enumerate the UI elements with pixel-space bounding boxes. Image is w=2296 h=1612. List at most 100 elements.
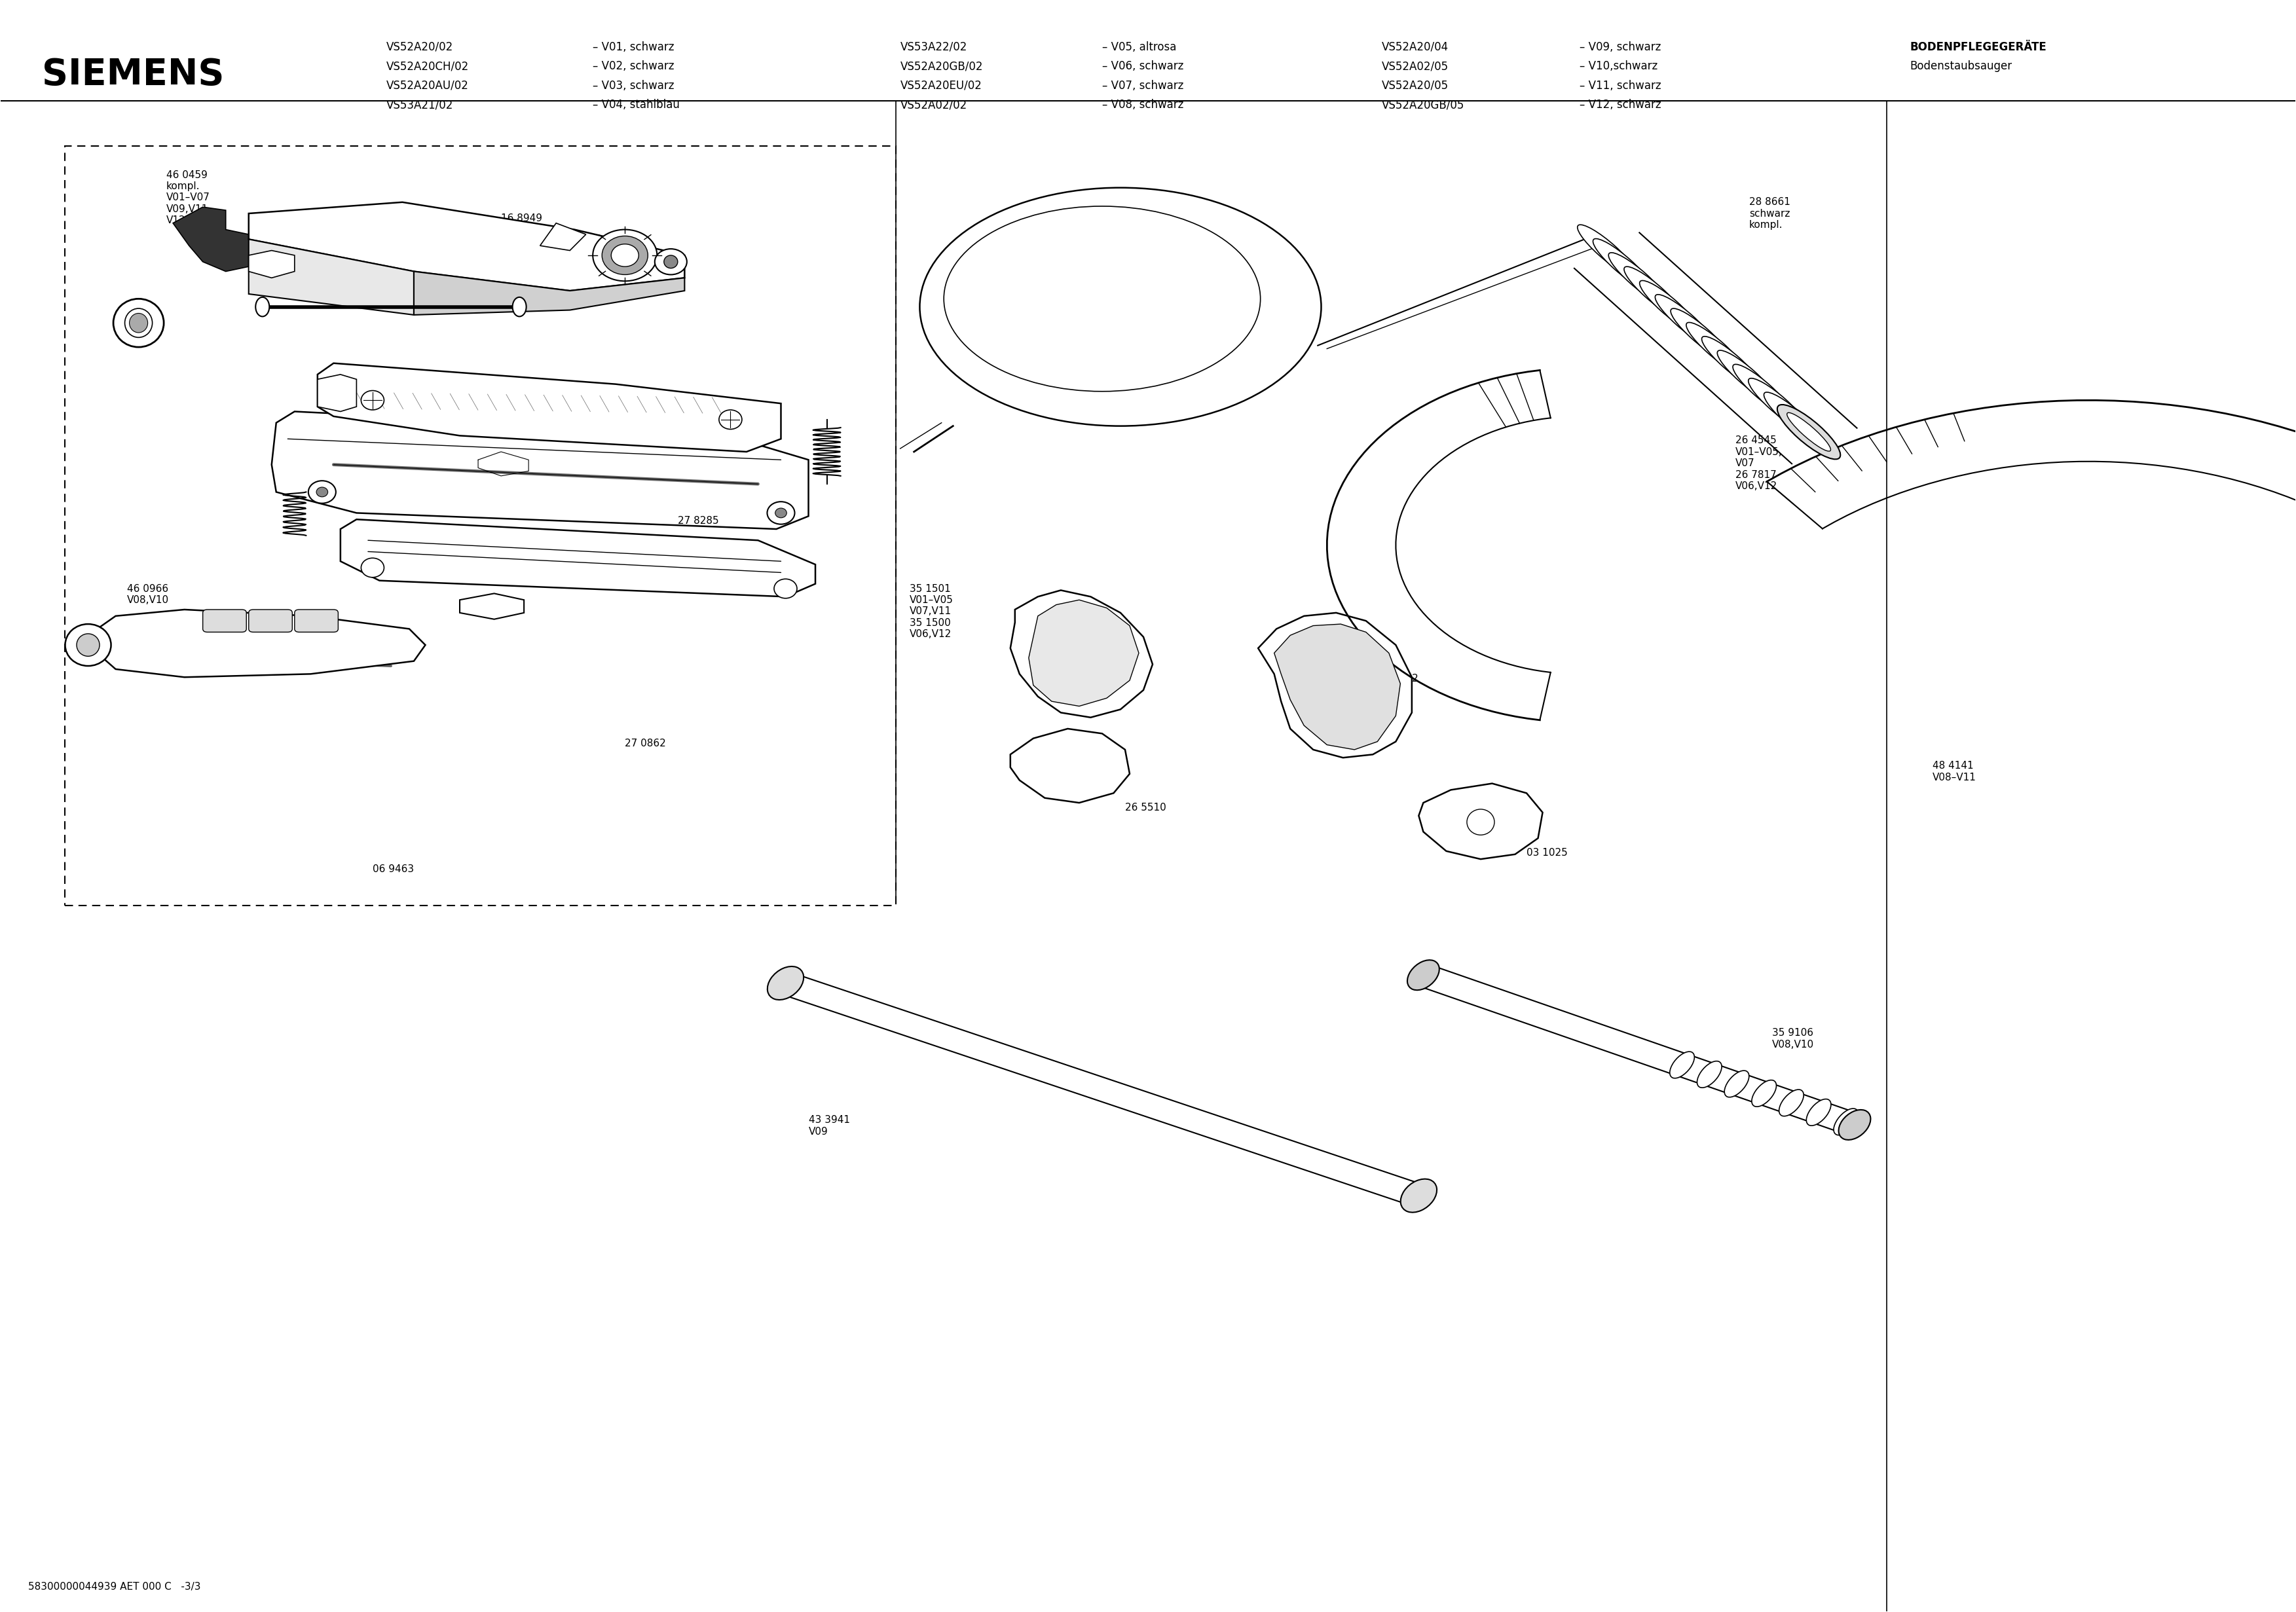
Text: 27 8285: 27 8285	[677, 516, 719, 526]
Ellipse shape	[776, 508, 788, 517]
Text: VS52A20GB/05: VS52A20GB/05	[1382, 98, 1465, 111]
FancyBboxPatch shape	[248, 609, 292, 632]
Text: 03 1025: 03 1025	[1527, 848, 1568, 858]
Text: 35 9106
V08,V10: 35 9106 V08,V10	[1773, 1028, 1814, 1049]
Ellipse shape	[1401, 1178, 1437, 1212]
FancyBboxPatch shape	[294, 609, 338, 632]
Text: – V07, schwarz: – V07, schwarz	[1102, 81, 1182, 92]
Ellipse shape	[129, 313, 147, 332]
Text: 27 0862: 27 0862	[625, 738, 666, 748]
Ellipse shape	[1593, 239, 1651, 290]
Ellipse shape	[611, 243, 638, 266]
Ellipse shape	[1779, 406, 1839, 458]
Text: BODENPFLEGEGERÄTE: BODENPFLEGEGERÄTE	[1910, 42, 2046, 53]
Text: – V09, schwarz: – V09, schwarz	[1580, 42, 1660, 53]
Polygon shape	[271, 411, 808, 529]
Text: – V08, schwarz: – V08, schwarz	[1102, 98, 1182, 111]
Ellipse shape	[255, 297, 269, 316]
Ellipse shape	[1577, 224, 1637, 276]
Polygon shape	[459, 593, 523, 619]
Text: VS52A20/02: VS52A20/02	[386, 42, 452, 53]
Polygon shape	[1029, 600, 1139, 706]
Text: – V06, schwarz: – V06, schwarz	[1102, 61, 1182, 73]
Ellipse shape	[944, 206, 1261, 392]
Text: 28 8661
schwarz
kompl.: 28 8661 schwarz kompl.	[1750, 197, 1791, 231]
Text: – V05, altrosa: – V05, altrosa	[1102, 42, 1176, 53]
Polygon shape	[340, 519, 815, 596]
Ellipse shape	[1724, 1070, 1750, 1098]
Text: VS52A02/02: VS52A02/02	[900, 98, 967, 111]
Text: 58300000044939 AET 000 C   -3/3: 58300000044939 AET 000 C -3/3	[28, 1581, 202, 1591]
Polygon shape	[172, 206, 257, 271]
Text: 48 4141
V08–V11: 48 4141 V08–V11	[1933, 761, 1977, 782]
Ellipse shape	[1639, 280, 1699, 332]
Text: VS53A22/02: VS53A22/02	[900, 42, 967, 53]
Polygon shape	[413, 271, 684, 314]
Polygon shape	[1010, 729, 1130, 803]
Ellipse shape	[1835, 1109, 1857, 1135]
Text: – V10,schwarz: – V10,schwarz	[1580, 61, 1658, 73]
Text: VS52A20GB/02: VS52A20GB/02	[900, 61, 983, 73]
Polygon shape	[96, 609, 425, 677]
Text: VS52A20EU/02: VS52A20EU/02	[900, 81, 983, 92]
Text: 17 0462: 17 0462	[1378, 674, 1419, 683]
Text: – V12, schwarz: – V12, schwarz	[1580, 98, 1660, 111]
Text: 46 0459
kompl.
V01–V07
V09,V11
V12: 46 0459 kompl. V01–V07 V09,V11 V12	[165, 169, 209, 226]
Text: VS52A20CH/02: VS52A20CH/02	[386, 61, 468, 73]
Ellipse shape	[1779, 1090, 1805, 1116]
Ellipse shape	[1669, 1051, 1694, 1078]
Text: – V03, schwarz: – V03, schwarz	[592, 81, 675, 92]
Ellipse shape	[767, 967, 804, 999]
Text: 46 0966
V08,V10: 46 0966 V08,V10	[126, 584, 170, 604]
Text: 43 3941
V09: 43 3941 V09	[808, 1116, 850, 1136]
Ellipse shape	[1777, 405, 1841, 459]
Text: – V11, schwarz: – V11, schwarz	[1580, 81, 1660, 92]
Ellipse shape	[664, 255, 677, 268]
Text: Bodenstaubsauger: Bodenstaubsauger	[1910, 61, 2011, 73]
Text: VS52A20/05: VS52A20/05	[1382, 81, 1449, 92]
Ellipse shape	[654, 248, 687, 274]
Text: 28 9146: 28 9146	[1100, 301, 1141, 311]
Text: 26 4545
V01–V05,
V07
26 7817
V06,V12: 26 4545 V01–V05, V07 26 7817 V06,V12	[1736, 435, 1782, 492]
Ellipse shape	[1685, 322, 1745, 374]
Ellipse shape	[1786, 413, 1830, 451]
Ellipse shape	[360, 390, 383, 409]
Ellipse shape	[124, 308, 152, 337]
Polygon shape	[317, 374, 356, 411]
FancyBboxPatch shape	[202, 609, 246, 632]
Text: 06 9463: 06 9463	[372, 864, 413, 874]
Ellipse shape	[308, 480, 335, 503]
Ellipse shape	[719, 409, 742, 429]
Ellipse shape	[1467, 809, 1495, 835]
Polygon shape	[248, 202, 684, 290]
Polygon shape	[248, 250, 294, 277]
Ellipse shape	[1733, 364, 1791, 416]
Ellipse shape	[1807, 1099, 1830, 1125]
Ellipse shape	[1671, 308, 1729, 359]
Ellipse shape	[1655, 295, 1713, 347]
Text: 16 8949: 16 8949	[501, 213, 542, 224]
Ellipse shape	[1752, 1080, 1777, 1107]
Text: – V04, stahlblau: – V04, stahlblau	[592, 98, 680, 111]
Polygon shape	[1258, 613, 1412, 758]
Ellipse shape	[767, 501, 794, 524]
Polygon shape	[1010, 590, 1153, 717]
Text: SIEMENS: SIEMENS	[41, 58, 225, 92]
Text: VS53A21/02: VS53A21/02	[386, 98, 452, 111]
Ellipse shape	[1839, 1109, 1871, 1140]
Text: 26 5510: 26 5510	[1125, 803, 1166, 812]
Polygon shape	[540, 222, 585, 250]
Text: – V01, schwarz: – V01, schwarz	[592, 42, 675, 53]
Ellipse shape	[592, 229, 657, 280]
Text: VS52A20/04: VS52A20/04	[1382, 42, 1449, 53]
Ellipse shape	[921, 187, 1320, 426]
Polygon shape	[1274, 624, 1401, 750]
Ellipse shape	[1747, 379, 1807, 430]
Text: – V02, schwarz: – V02, schwarz	[592, 61, 675, 73]
Text: VS52A20AU/02: VS52A20AU/02	[386, 81, 468, 92]
Ellipse shape	[1717, 350, 1777, 401]
Ellipse shape	[1407, 961, 1440, 990]
Ellipse shape	[512, 297, 526, 316]
Text: 35 1501
V01–V05
V07,V11
35 1500
V06,V12: 35 1501 V01–V05 V07,V11 35 1500 V06,V12	[909, 584, 953, 640]
Text: VS52A02/05: VS52A02/05	[1382, 61, 1449, 73]
